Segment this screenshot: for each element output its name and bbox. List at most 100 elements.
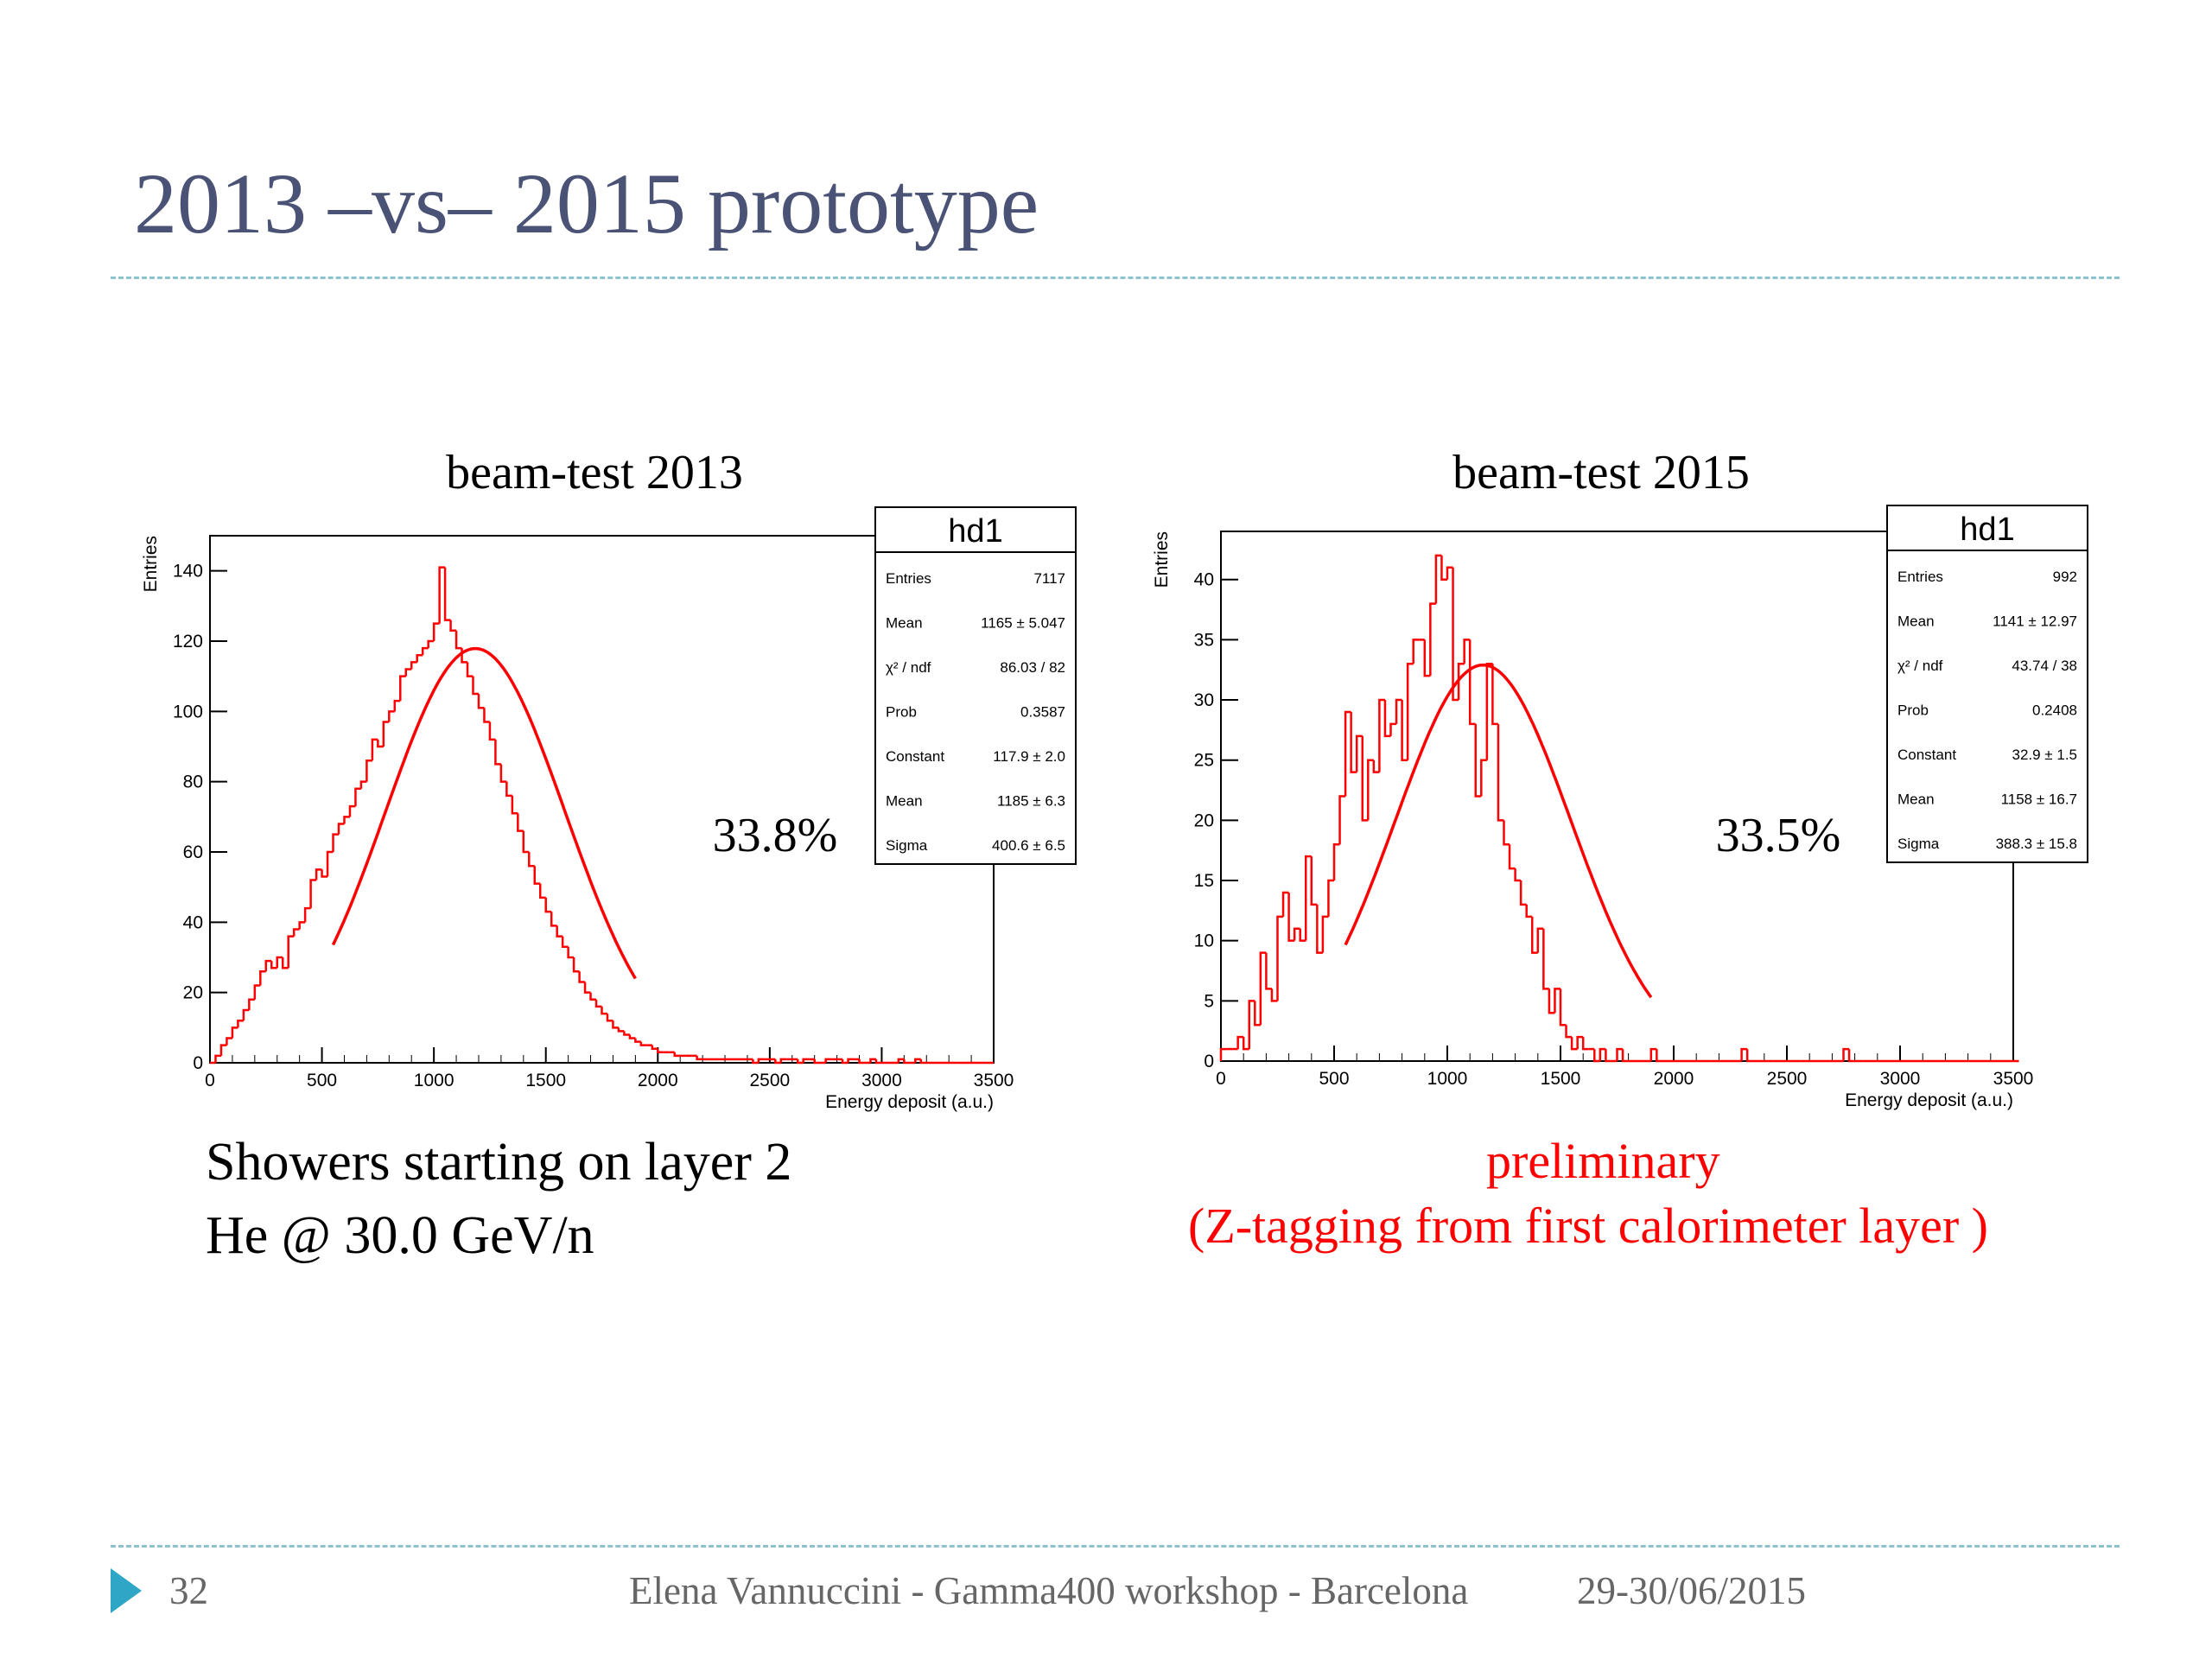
- histogram-bin: [472, 676, 479, 696]
- x-tick-label: 2500: [1767, 1069, 1808, 1089]
- histogram-bin: [438, 566, 446, 624]
- histogram-bin: [628, 1034, 636, 1039]
- x-tick-label: 3000: [1880, 1069, 1921, 1089]
- stats-row-label: Mean: [886, 793, 923, 810]
- histogram-bin: [550, 912, 557, 927]
- histogram-bin: [1565, 1025, 1573, 1039]
- y-tick-label: 20: [183, 983, 203, 1003]
- histogram-bin: [567, 946, 575, 959]
- histogram-bin: [1440, 555, 1447, 581]
- y-axis-label: Entries: [141, 536, 161, 592]
- resolution-annotation: 33.5%: [1716, 809, 1841, 862]
- histogram-bin: [393, 699, 401, 712]
- stats-row-label: χ² / ndf: [886, 659, 931, 676]
- y-tick-label: 25: [1194, 751, 1214, 771]
- histogram-bin: [264, 959, 272, 972]
- histogram-bin: [639, 1041, 647, 1046]
- histogram-bin: [454, 630, 462, 650]
- histogram-bin: [1287, 892, 1295, 942]
- histogram-bin: [231, 1027, 238, 1039]
- stats-row-value: 1165 ± 5.047: [981, 615, 1065, 632]
- histogram-bin: [226, 1037, 232, 1046]
- histogram-bin: [499, 764, 507, 783]
- histogram-bin: [919, 1058, 927, 1065]
- stats-row-value: 0.2408: [2032, 702, 2077, 719]
- right-caption-line1: preliminary: [1486, 1133, 1720, 1189]
- left-caption-line1: Showers starting on layer 2: [206, 1133, 792, 1192]
- stats-row-label: Prob: [1897, 702, 1929, 719]
- histogram-bin: [797, 1058, 804, 1065]
- histogram-bin: [858, 1058, 865, 1065]
- histogram-bin: [1327, 879, 1334, 917]
- histogram-bin: [1576, 1035, 1584, 1050]
- histogram-bin: [253, 984, 261, 1000]
- x-tick-label: 3500: [974, 1071, 1014, 1090]
- histogram-bin: [802, 1058, 810, 1063]
- histogram-bin: [1474, 723, 1482, 798]
- stats-row-label: Constant: [886, 748, 944, 765]
- histogram-bin: [1310, 856, 1318, 906]
- histogram-bin: [1429, 602, 1436, 677]
- histogram-bin: [416, 654, 423, 663]
- histogram-bin: [1491, 664, 1498, 726]
- histogram-bin: [326, 850, 334, 877]
- histogram-bin: [634, 1038, 641, 1043]
- chart-title: beam-test 2015: [1452, 446, 1750, 499]
- histogram-bin: [505, 781, 512, 798]
- y-tick-label: 80: [183, 772, 203, 792]
- histogram-bin: [321, 869, 328, 878]
- histogram-bin: [1519, 880, 1527, 906]
- histogram-bin: [1463, 639, 1471, 664]
- histogram-bin: [1745, 1049, 1753, 1063]
- y-tick-label: 40: [183, 912, 203, 932]
- histogram-bin: [533, 866, 541, 885]
- histogram-bin: [1599, 1047, 1606, 1061]
- x-tick-label: 3000: [861, 1071, 902, 1090]
- stats-row-value: 0.3587: [1020, 704, 1065, 721]
- histogram-bin: [1355, 734, 1363, 772]
- histogram-bin: [270, 961, 277, 969]
- histogram-bin: [410, 661, 417, 670]
- stats-row-value: 992: [2053, 569, 2077, 585]
- histogram-bin: [421, 646, 429, 656]
- stats-row-value: 1185 ± 6.3: [997, 793, 1065, 810]
- stats-row-value: 400.6 ± 6.5: [992, 837, 1065, 854]
- histogram-bin: [1338, 795, 1346, 845]
- histogram-bin: [365, 760, 372, 782]
- histogram-bin: [1332, 842, 1340, 881]
- stats-row-label: Entries: [886, 570, 931, 587]
- histogram-bin: [443, 567, 451, 621]
- stats-row-value: 32.9 ± 1.5: [2012, 747, 2078, 763]
- y-tick-label: 5: [1204, 991, 1214, 1011]
- histogram-bin: [1316, 904, 1323, 954]
- histogram-bin: [1265, 952, 1272, 990]
- histogram-bin: [1293, 927, 1300, 941]
- histogram-bin: [1554, 988, 1560, 1014]
- histogram-bin: [874, 1058, 882, 1065]
- histogram-bin: [303, 906, 311, 923]
- histogram-bin: [248, 998, 255, 1010]
- histogram-bin: [561, 936, 569, 949]
- histogram-bin: [359, 780, 367, 789]
- stats-box-title: hd1: [948, 513, 1002, 550]
- histogram-bin: [1570, 1037, 1578, 1051]
- histogram-bin: [1434, 554, 1442, 604]
- histogram-bin: [1305, 855, 1312, 941]
- histogram-bin: [623, 1031, 630, 1036]
- histogram-bin: [281, 957, 289, 969]
- histogram-bin: [1452, 567, 1459, 702]
- histogram-bin: [1531, 916, 1538, 954]
- histogram-bin: [1248, 1000, 1255, 1050]
- y-tick-label: 0: [1204, 1052, 1214, 1071]
- histogram-bin: [449, 620, 457, 632]
- histogram-bin: [432, 622, 440, 641]
- footer-date: 29-30/06/2015: [1577, 1569, 1806, 1612]
- stats-box: [1886, 505, 2088, 863]
- histogram-bin: [466, 662, 474, 677]
- x-tick-label: 2000: [638, 1071, 678, 1090]
- x-tick-label: 1500: [1541, 1069, 1581, 1089]
- histogram-bin: [343, 816, 350, 824]
- histogram-bin: [388, 710, 395, 722]
- histogram-bin: [1361, 735, 1369, 822]
- histogram-bin: [1525, 904, 1533, 918]
